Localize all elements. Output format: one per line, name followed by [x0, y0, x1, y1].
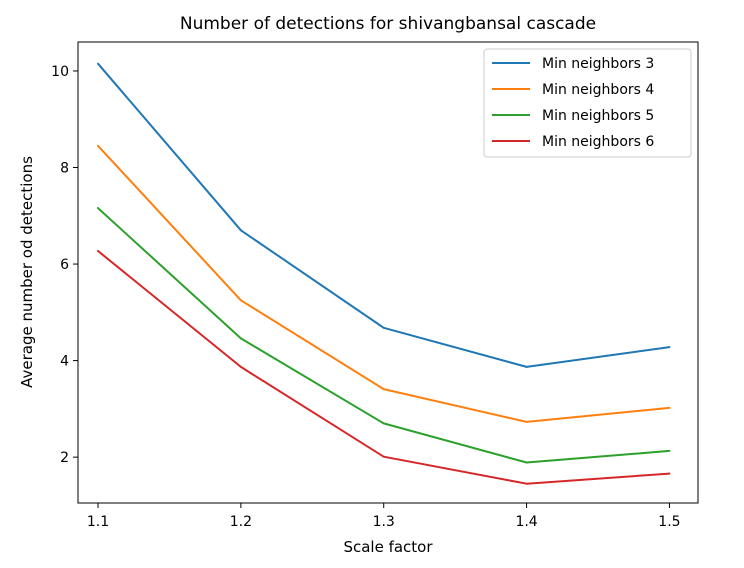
plot-area: [77, 41, 699, 504]
x-tick-label: 1.5: [658, 514, 680, 530]
series-line-2: [97, 145, 670, 423]
chart-title: Number of detections for shivangbansal c…: [180, 14, 596, 34]
y-tick-label: 4: [60, 354, 69, 370]
legend-label: Min neighbors 4: [542, 82, 654, 98]
x-tick-label: 1.3: [373, 514, 395, 530]
data-point: [97, 144, 99, 147]
y-axis: 2 4 6 8 10: [51, 64, 78, 466]
data-point: [97, 62, 99, 65]
data-point: [525, 365, 528, 368]
data-point: [239, 337, 242, 340]
data-point: [525, 482, 528, 485]
data-point: [382, 388, 385, 391]
x-axis: 1.1 1.2 1.3 1.4 1.5: [87, 503, 681, 530]
data-point: [97, 207, 99, 210]
y-tick-label: 10: [51, 64, 69, 80]
data-point: [382, 455, 385, 458]
data-point: [382, 326, 385, 329]
data-point: [525, 461, 528, 464]
legend-box: [483, 48, 692, 158]
x-axis-label: Scale factor: [343, 538, 433, 556]
data-point: [668, 406, 671, 409]
data-point: [668, 449, 671, 452]
x-tick-label: 1.4: [515, 514, 537, 530]
data-point: [239, 365, 242, 368]
series-layer: [97, 62, 671, 485]
x-tick-label: 1.1: [87, 514, 109, 530]
data-point: [668, 346, 671, 349]
data-point: [239, 229, 242, 232]
data-point: [668, 472, 671, 475]
y-axis-label: Average number od detections: [18, 156, 36, 388]
data-point: [97, 250, 99, 253]
y-tick-label: 2: [60, 450, 69, 466]
legend-label: Min neighbors 6: [542, 134, 654, 150]
y-tick-label: 8: [60, 161, 69, 177]
legend-label: Min neighbors 5: [542, 108, 654, 124]
y-tick-label: 6: [60, 257, 69, 273]
data-point: [525, 420, 528, 423]
legend: Min neighbors 3 Min neighbors 4 Min neighb…: [483, 48, 692, 158]
data-point: [382, 422, 385, 425]
x-tick-label: 1.2: [230, 514, 252, 530]
legend-label: Min neighbors 3: [542, 56, 654, 72]
data-point: [239, 299, 242, 302]
